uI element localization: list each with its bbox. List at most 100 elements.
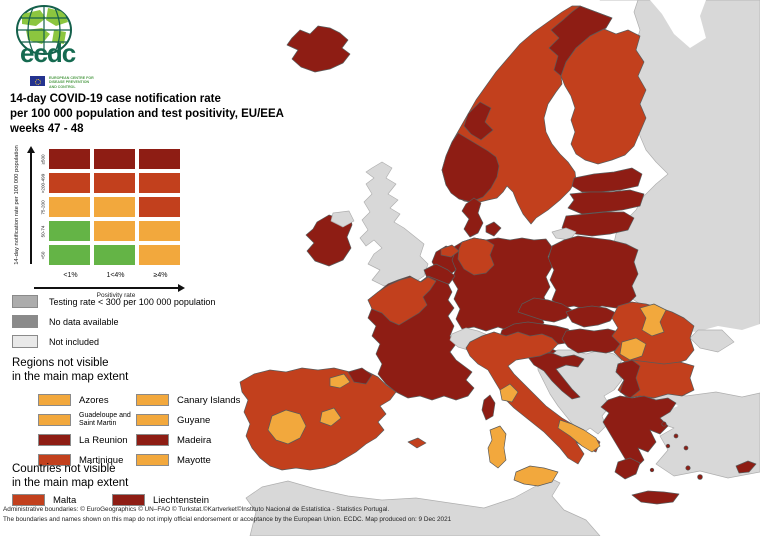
map-area-corsica <box>481 394 496 421</box>
matrix-x-axis-label: Positivity rate <box>96 292 136 299</box>
matrix-column-label: <1% <box>63 272 78 279</box>
matrix-cell <box>93 244 136 266</box>
matrix-row-label: >200-499 <box>40 173 46 193</box>
map-area-czechia <box>517 297 573 323</box>
map-area-iceland <box>286 25 351 73</box>
item-label: Malta <box>53 494 77 506</box>
legend-row: Testing rate < 300 per 100 000 populatio… <box>12 295 242 308</box>
regions-section-heading: Regions not visible in the main map exte… <box>12 357 129 384</box>
map-area-sardinia <box>487 425 507 469</box>
map-area-kaliningrad <box>551 227 577 241</box>
ecdc-globe-icon <box>16 5 72 55</box>
map-area-poland <box>547 235 639 311</box>
matrix-cell <box>48 220 91 242</box>
map-title-line3: weeks 47 - 48 <box>10 123 84 136</box>
map-area-spain-portugal <box>239 367 397 471</box>
map-title-line1: 14-day COVID-19 case notification rate <box>10 93 221 105</box>
item-label: Canary Islands <box>177 394 241 406</box>
map-aegean-island <box>665 443 671 449</box>
map-area-slovakia <box>565 305 617 328</box>
map-area-great-britain <box>359 161 429 287</box>
ecdc-logo: ecdc EUROPEAN CENTRE FOR DISEASE PREVENT… <box>12 4 172 96</box>
map-area-bulgaria-west <box>615 359 641 399</box>
legend-row: Not included <box>12 335 242 348</box>
map-area-italy-central <box>499 383 519 403</box>
list-item: Liechtenstein <box>112 494 242 506</box>
map-aegean-island <box>649 467 655 473</box>
matrix-row: <50 <box>38 244 183 266</box>
color-swatch <box>38 434 71 446</box>
matrix-cell <box>48 196 91 218</box>
map-area-crete <box>631 490 680 505</box>
list-item: Malta <box>12 494 112 506</box>
map-aegean-island <box>697 474 703 480</box>
matrix-row-label: ≥500 <box>40 153 46 165</box>
map-area-germany-north <box>457 237 495 276</box>
map-area-finland <box>560 28 647 165</box>
matrix-cell <box>93 196 136 218</box>
legend-label: No data available <box>49 316 119 327</box>
item-label: Guyane <box>177 414 211 426</box>
list-item: Azores <box>38 394 136 406</box>
matrix-cell <box>48 244 91 266</box>
matrix-y-axis-arrowhead-icon <box>27 146 35 153</box>
map-area-sicily <box>513 465 559 487</box>
map-title: 14-day COVID-19 case notification rate p… <box>10 92 410 138</box>
matrix-x-axis-arrowhead-icon <box>178 284 185 292</box>
legend-label: Testing rate < 300 per 100 000 populatio… <box>49 296 216 307</box>
map-area-romania-northeast <box>639 303 667 337</box>
matrix-cell <box>138 220 181 242</box>
list-item: Guyane <box>136 414 240 426</box>
matrix-row: ≥500 <box>38 148 183 170</box>
matrix-column-label: ≥4% <box>153 272 168 279</box>
list-item: La Reunion <box>38 434 136 446</box>
footer-line1: Administrative boundaries: © EuroGeograp… <box>3 506 390 513</box>
map-area-denmark <box>461 197 484 238</box>
map-area-romania-southwest <box>619 337 647 361</box>
map-area-puglia <box>557 419 601 453</box>
matrix-y-axis-label: 14-day notification rate per 100 000 pop… <box>14 145 20 265</box>
matrix-row: 75-200 <box>38 196 183 218</box>
matrix-cell <box>93 172 136 194</box>
matrix-row: >200-499 <box>38 172 183 194</box>
matrix-cell <box>138 244 181 266</box>
color-swatch <box>38 454 71 466</box>
item-label: La Reunion <box>79 434 128 446</box>
color-swatch <box>136 454 169 466</box>
countries-section-heading: Countries not visible in the main map ex… <box>12 463 129 490</box>
legend-swatch <box>12 335 38 348</box>
map-area-croatia <box>527 352 585 400</box>
ecdc-tagline: EUROPEAN CENTRE FOR DISEASE PREVENTION A… <box>49 76 94 89</box>
list-item: Mayotte <box>136 454 240 466</box>
map-area-cyprus <box>735 460 757 474</box>
matrix-cell <box>48 148 91 170</box>
matrix-cell <box>93 148 136 170</box>
gray-legend: Testing rate < 300 per 100 000 populatio… <box>12 295 242 355</box>
map-area-la-rioja <box>329 373 351 389</box>
matrix-row: 50-74 <box>38 220 183 242</box>
list-item: Guadeloupe and Saint Martin <box>38 412 136 428</box>
map-aegean-island <box>685 465 691 471</box>
map-area-extremadura <box>267 409 307 445</box>
map-area-norway-trondelag <box>463 101 494 141</box>
item-label: Liechtenstein <box>153 494 209 506</box>
map-aegean-island <box>673 433 679 439</box>
map-area-denmark-islands <box>485 221 502 237</box>
matrix-row-label: 50-74 <box>40 225 46 237</box>
map-area-estonia <box>571 167 643 193</box>
regions-list: Azores Canary Islands Guadeloupe and Saint… <box>38 390 240 470</box>
list-item: Martinique <box>38 454 136 466</box>
map-footer: Administrative boundaries: © EuroGeograp… <box>3 505 703 524</box>
map-aegean-island <box>683 445 689 451</box>
map-area-norway-south <box>441 132 500 203</box>
legend-swatch <box>12 295 38 308</box>
matrix-column-labels: <1% 1<4% ≥4% <box>48 272 183 279</box>
matrix-row-label: <50 <box>40 251 46 259</box>
map-area-navarra <box>347 367 373 385</box>
matrix-cell <box>93 220 136 242</box>
map-area-northern-ireland <box>330 210 355 228</box>
color-swatch <box>12 494 45 506</box>
item-label: Guadeloupe and Saint Martin <box>79 411 131 427</box>
